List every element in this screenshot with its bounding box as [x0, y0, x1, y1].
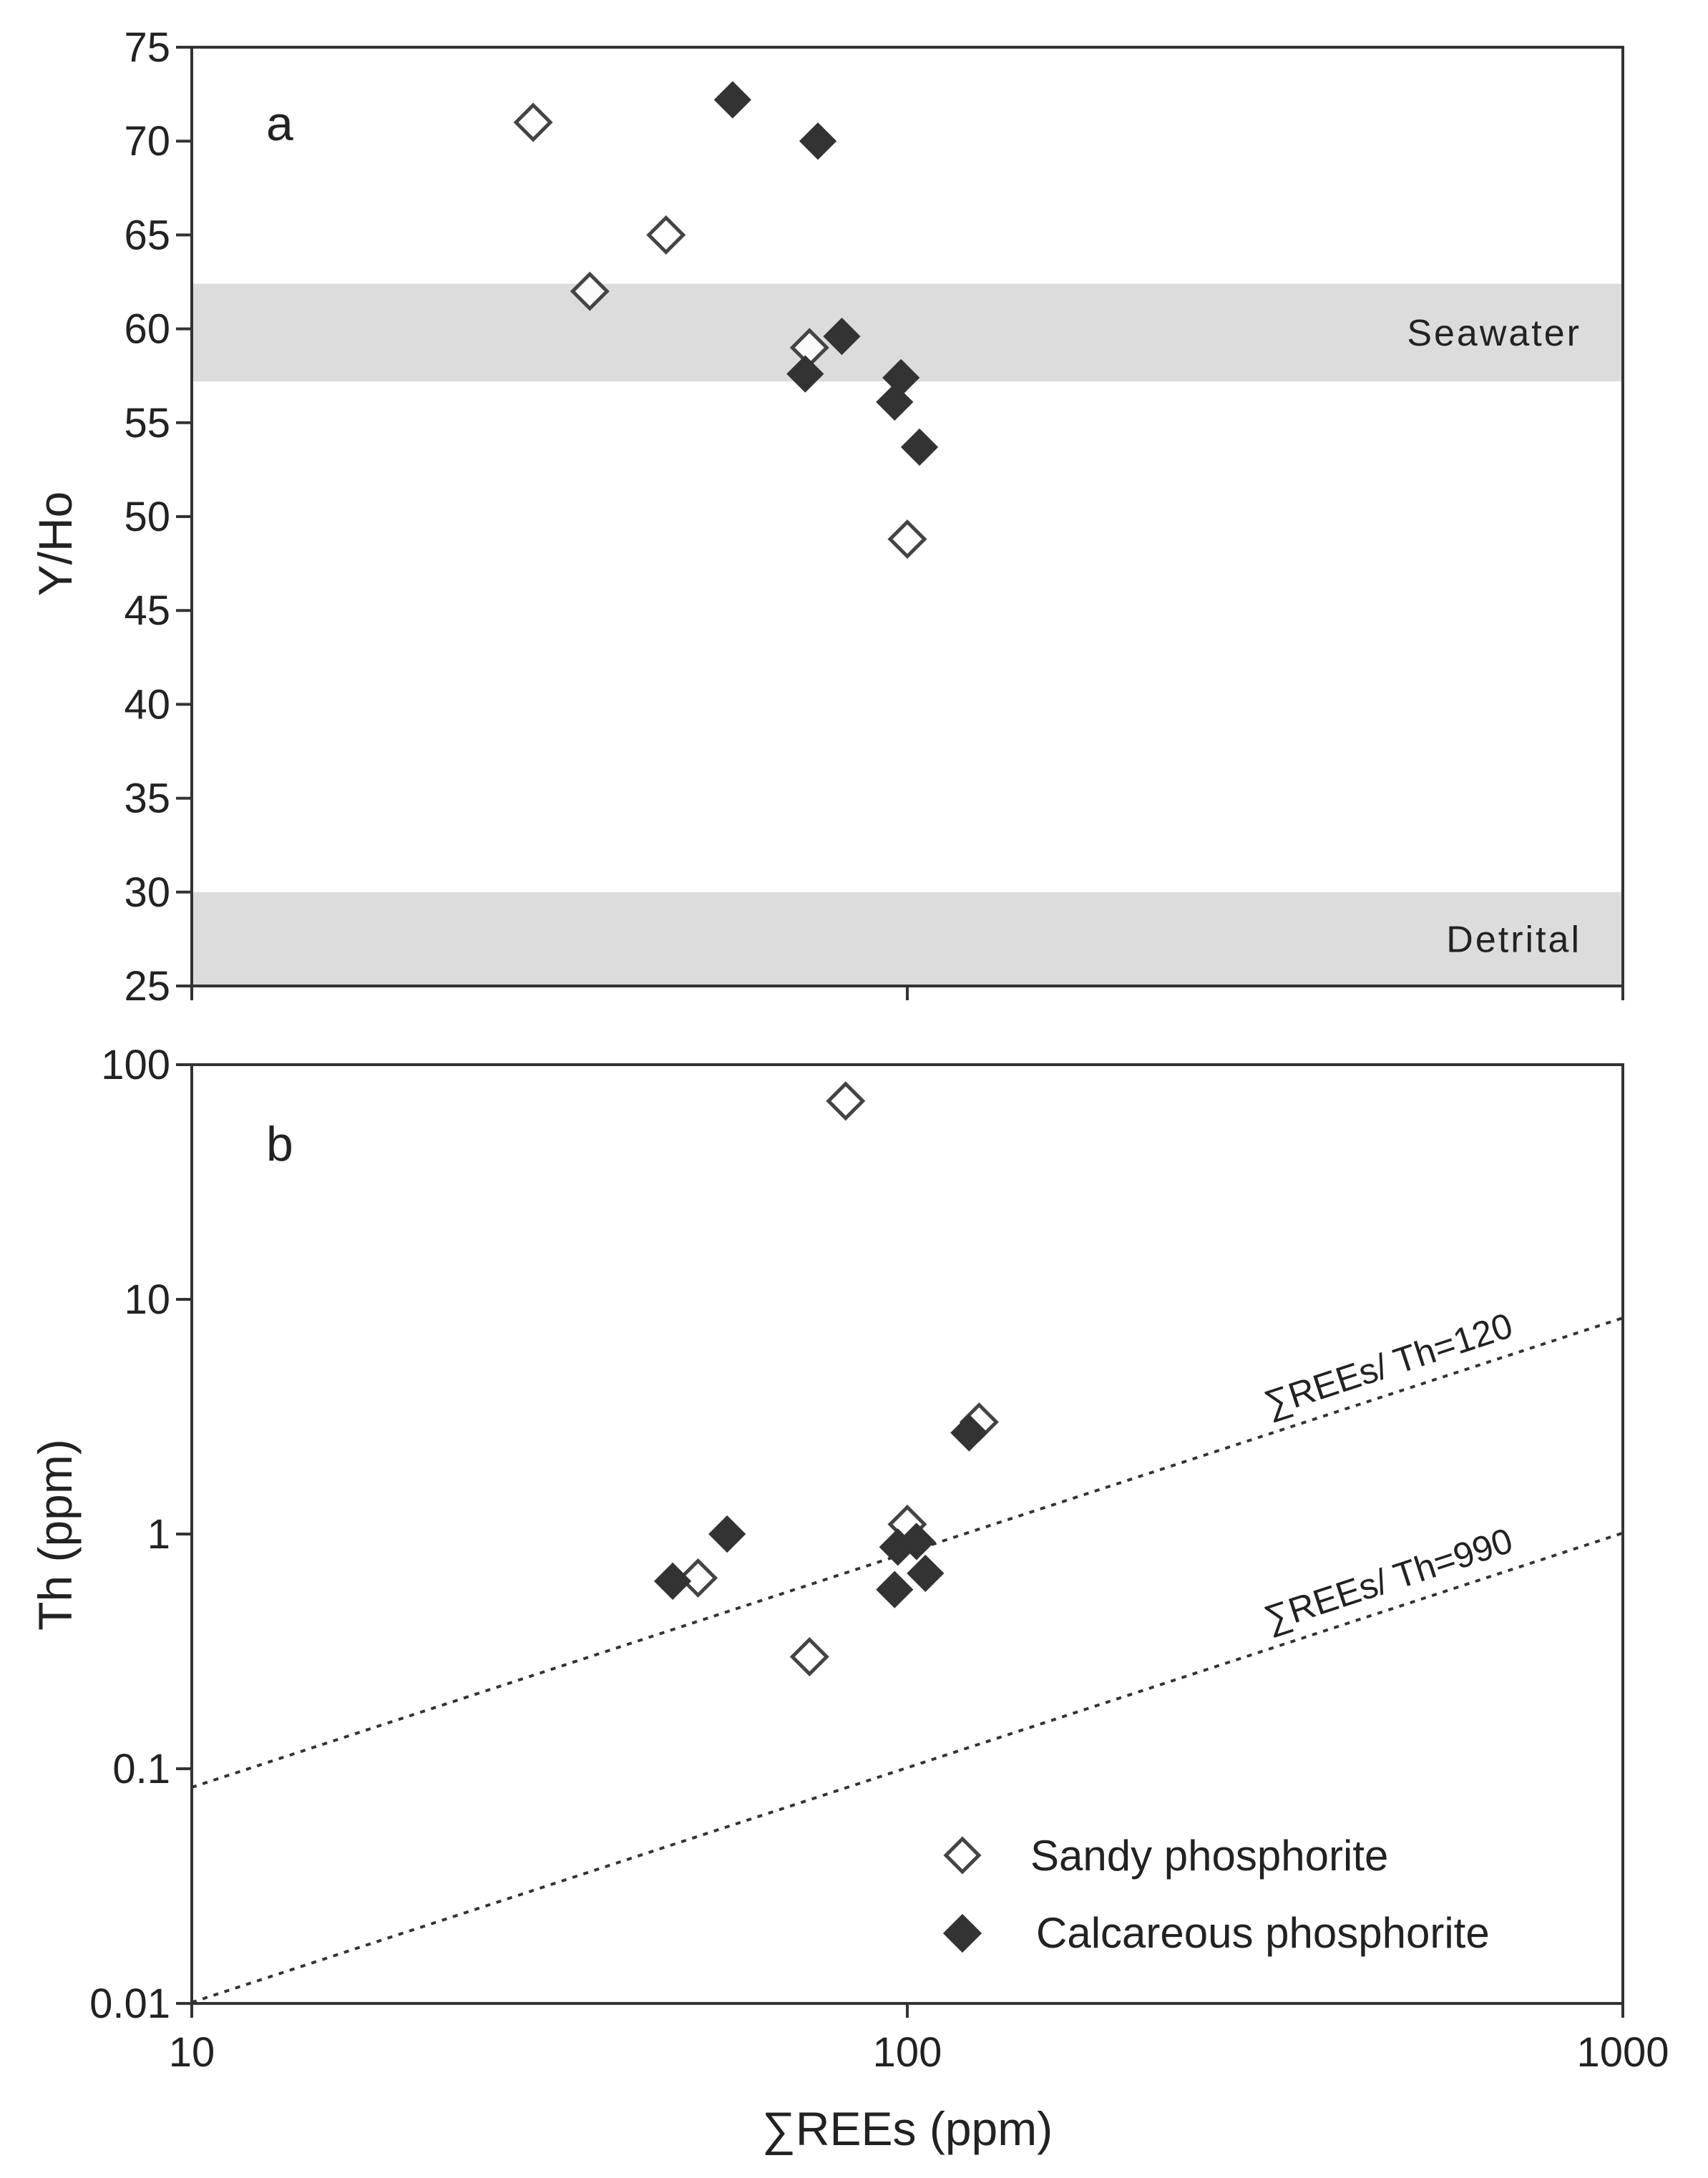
panel-a-x-ticks — [190, 986, 1624, 1000]
y-tick-label: 25 — [124, 963, 170, 1010]
sandy-point — [678, 1558, 718, 1598]
y-tick-label: 0.1 — [112, 1746, 170, 1792]
y-tick-label: 50 — [124, 494, 170, 540]
band-seawater — [192, 283, 1623, 382]
y-tick-label: 45 — [124, 587, 170, 634]
panel-b-letter: b — [266, 1117, 293, 1171]
y-tick-label: 40 — [124, 681, 170, 728]
legend: Sandy phosphorite Calcareous phosphorite — [942, 1832, 1490, 1957]
panel-a-y-axis-title: Y/Ho — [29, 492, 82, 597]
x-tick-label: 100 — [873, 2029, 942, 2076]
sandy-point — [646, 215, 686, 255]
band-label-seawater: Seawater — [1407, 313, 1581, 354]
panel-b-points — [653, 1081, 999, 1677]
panel-a-y-ticks: 25 30 35 40 45 50 55 60 65 70 75 — [124, 24, 192, 1010]
legend-calcareous-label: Calcareous phosphorite — [1036, 1909, 1490, 1957]
legend-sandy-marker-icon — [943, 1836, 982, 1875]
legend-sandy-label: Sandy phosphorite — [1030, 1832, 1388, 1880]
calcareous-point — [950, 1414, 988, 1452]
y-tick-label: 30 — [124, 869, 170, 916]
sandy-point — [789, 1636, 829, 1677]
y-tick-label: 10 — [124, 1276, 170, 1323]
calcareous-point — [786, 355, 824, 393]
legend-calcareous-marker-icon — [942, 1913, 982, 1953]
calcareous-point — [876, 1571, 914, 1608]
calcareous-point — [907, 1554, 945, 1593]
a-bands: Seawater Detrital — [192, 283, 1623, 986]
calcareous-point — [708, 1515, 746, 1553]
calcareous-point — [897, 1523, 935, 1561]
y-tick-label: 100 — [101, 1042, 170, 1088]
sandy-point — [570, 271, 610, 311]
y-tick-label: 65 — [124, 212, 170, 258]
x-axis-title: ∑REEs (ppm) — [762, 2102, 1053, 2155]
panel-b: ∑REEs/ Th=120∑REEs/ Th=990 0.010.1110100… — [29, 1042, 1669, 2076]
x-tick-label: 1000 — [1576, 2029, 1669, 2076]
y-tick-label: 75 — [124, 24, 170, 71]
panel-b-x-ticks: 10 100 1000 — [169, 2003, 1669, 2076]
sandy-point — [826, 1081, 866, 1121]
y-tick-label: 1 — [147, 1511, 170, 1558]
panel-b-y-ticks: 0.01 0.1 1 10 100 — [89, 1042, 192, 2027]
calcareous-point — [713, 81, 751, 119]
y-tick-label: 55 — [124, 400, 170, 446]
y-tick-label: 60 — [124, 306, 170, 353]
sandy-point — [513, 102, 553, 142]
panel-a-points — [513, 81, 939, 560]
calcareous-point — [876, 383, 914, 421]
band-detrital — [192, 892, 1623, 986]
y-tick-label: 0.01 — [89, 1981, 170, 2027]
calcareous-point — [900, 428, 939, 467]
y-tick-label: 70 — [124, 118, 170, 165]
panel-b-y-axis-title: Th (ppm) — [29, 1439, 82, 1631]
sandy-point — [887, 519, 927, 560]
y-tick-label: 35 — [124, 776, 170, 822]
calcareous-point — [823, 317, 861, 356]
panel-a-letter: a — [266, 97, 293, 151]
band-label-detrital: Detrital — [1446, 919, 1581, 960]
x-tick-label: 10 — [169, 2029, 215, 2076]
calcareous-point — [653, 1562, 692, 1600]
calcareous-point — [799, 122, 837, 160]
